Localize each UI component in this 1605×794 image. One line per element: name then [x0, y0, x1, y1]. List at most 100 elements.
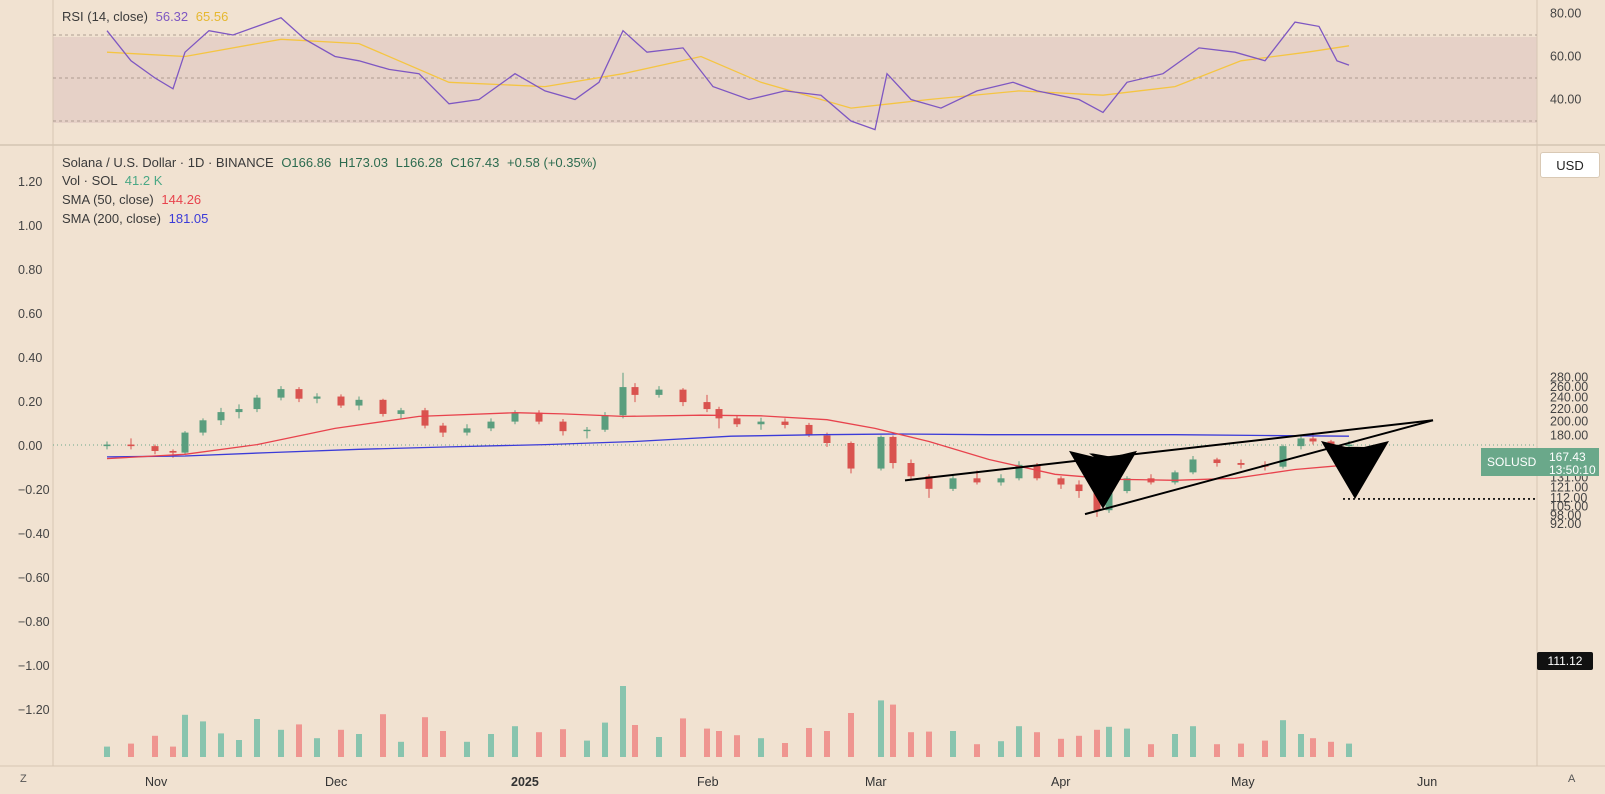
sma50-value: 144.26	[161, 192, 202, 207]
volume-bar	[464, 741, 470, 757]
volume-bar	[440, 731, 446, 757]
left-axis-label: −0.60	[18, 571, 50, 585]
left-axis-label: 0.40	[18, 351, 42, 365]
time-axis-label: Apr	[1051, 775, 1070, 789]
rsi-axis-label: 40.00	[1550, 93, 1581, 107]
candle-body	[439, 425, 447, 433]
candle-body	[235, 409, 243, 413]
volume-bar	[338, 729, 344, 757]
left-axis-label: −1.00	[18, 659, 50, 673]
left-axis-label: 0.00	[18, 439, 42, 453]
volume-bar	[1124, 728, 1130, 757]
candle-body	[1237, 463, 1245, 465]
right-axis-label: 240.00	[1550, 391, 1588, 405]
candle-body	[127, 444, 135, 447]
volume-bar	[170, 746, 176, 757]
candle-body	[1279, 446, 1287, 467]
volume-bar	[704, 728, 710, 757]
currency-button[interactable]: USD	[1540, 152, 1600, 178]
candle-body	[823, 435, 831, 443]
volume-bar	[560, 729, 566, 757]
candle-body	[421, 410, 429, 426]
volume-bar	[422, 717, 428, 757]
rsi-value: 56.32	[155, 9, 189, 24]
candle-body	[397, 410, 405, 414]
candle-body	[1309, 438, 1317, 442]
candle-body	[1171, 472, 1179, 483]
volume-bar	[200, 721, 206, 757]
volume-bar	[152, 735, 158, 757]
time-axis-label: Feb	[697, 775, 719, 789]
left-axis-label: −0.40	[18, 527, 50, 541]
target-price-tag: 111.12	[1537, 652, 1593, 670]
ohlc-open: O166.86	[281, 155, 332, 170]
rsi-axis-label: 60.00	[1550, 50, 1581, 64]
volume-bar	[890, 704, 896, 757]
candle-body	[907, 463, 915, 477]
candle-body	[253, 397, 261, 410]
timezone-button[interactable]: Z	[20, 773, 27, 785]
time-axis-label: Dec	[325, 775, 347, 789]
volume-bar	[314, 738, 320, 757]
volume-bar	[632, 725, 638, 757]
ohlc-close: C167.43	[450, 155, 500, 170]
ohlc-high: H173.03	[338, 155, 388, 170]
candle-body	[1189, 459, 1197, 473]
volume-bar	[824, 731, 830, 757]
volume-bar	[734, 735, 740, 757]
left-axis-label: −1.20	[18, 703, 50, 717]
candle-body	[1057, 478, 1065, 485]
volume-bar	[908, 732, 914, 757]
volume-bar	[104, 746, 110, 757]
rsi-line	[106, 17, 1350, 131]
candle-body	[1123, 478, 1131, 492]
candle-body	[1213, 459, 1221, 464]
candle-body	[733, 418, 741, 425]
volume-bar	[1310, 738, 1316, 757]
volume-bar	[782, 743, 788, 757]
volume-bar	[878, 700, 884, 757]
volume-bar	[1328, 741, 1334, 757]
volume-bar	[1262, 740, 1268, 757]
volume-bar	[656, 737, 662, 757]
candle-body	[1075, 484, 1083, 492]
sma50-legend: SMA (50, close) 144.26	[62, 192, 201, 207]
time-axis-label: Nov	[145, 775, 168, 789]
volume-bar	[1148, 744, 1154, 757]
volume-bar	[1172, 734, 1178, 757]
candle-body	[619, 387, 627, 416]
candle-body	[355, 399, 363, 406]
sma200-line	[106, 433, 1350, 458]
volume-bar	[806, 728, 812, 757]
candle-body	[511, 412, 519, 422]
volume-bar	[758, 738, 764, 757]
volume-bar	[254, 719, 260, 757]
volume-bar	[950, 731, 956, 757]
volume-bar	[1214, 744, 1220, 757]
candle-body	[973, 478, 981, 483]
last-price: 167.43	[1549, 450, 1586, 464]
volume-bar	[1058, 738, 1064, 757]
rsi-axis-label: 80.00	[1550, 7, 1581, 21]
left-axis-label: 0.20	[18, 395, 42, 409]
volume-bar	[380, 714, 386, 757]
candle-body	[181, 432, 189, 453]
rsi-legend: RSI (14, close) 56.32 65.56	[62, 9, 228, 24]
candle-body	[277, 389, 285, 398]
candle-body	[805, 424, 813, 436]
auto-scale-button[interactable]: A	[1568, 773, 1576, 785]
volume-bar	[296, 724, 302, 757]
down-arrow	[1321, 440, 1389, 499]
volume-bar	[1298, 734, 1304, 757]
candle-body	[889, 436, 897, 464]
volume-bar	[1076, 735, 1082, 757]
volume-bar	[356, 734, 362, 757]
right-axis-label: 220.00	[1550, 402, 1588, 416]
volume-bar	[926, 731, 932, 757]
right-axis-label: 105.00	[1550, 499, 1588, 513]
volume-bar	[1016, 726, 1022, 757]
volume-bar	[1238, 743, 1244, 757]
price-change: +0.58 (+0.35%)	[507, 155, 597, 170]
symbol-header: Solana / U.S. Dollar · 1D · BINANCE O166…	[62, 155, 597, 170]
